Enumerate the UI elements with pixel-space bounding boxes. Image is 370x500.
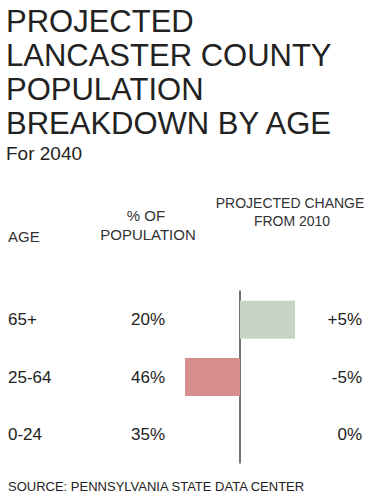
svg-text:BREAKDOWN BY AGE: BREAKDOWN BY AGE <box>6 106 331 141</box>
svg-text:FROM 2010: FROM 2010 <box>254 213 330 229</box>
svg-text:AGE: AGE <box>8 228 40 245</box>
svg-text:35%: 35% <box>131 425 165 444</box>
svg-text:SOURCE: PENNSYLVANIA STATE DAT: SOURCE: PENNSYLVANIA STATE DATA CENTER <box>8 479 304 494</box>
svg-text:65+: 65+ <box>8 310 37 329</box>
svg-text:-5%: -5% <box>332 368 362 387</box>
svg-text:46%: 46% <box>131 368 165 387</box>
svg-text:For 2040: For 2040 <box>6 143 82 164</box>
svg-text:20%: 20% <box>131 310 165 329</box>
svg-text:POPULATION: POPULATION <box>6 72 212 107</box>
svg-text:0-24: 0-24 <box>8 425 42 444</box>
svg-text:LANCASTER COUNTY: LANCASTER COUNTY <box>6 38 340 73</box>
svg-text:+5%: +5% <box>328 310 363 329</box>
svg-text:0%: 0% <box>337 425 362 444</box>
svg-text:PROJECTED: PROJECTED <box>6 4 202 39</box>
svg-text:POPULATION: POPULATION <box>100 226 196 243</box>
svg-text:25-64: 25-64 <box>8 368 51 387</box>
svg-text:% OF: % OF <box>127 207 170 224</box>
svg-text:PROJECTED CHANGE: PROJECTED CHANGE <box>216 195 368 211</box>
